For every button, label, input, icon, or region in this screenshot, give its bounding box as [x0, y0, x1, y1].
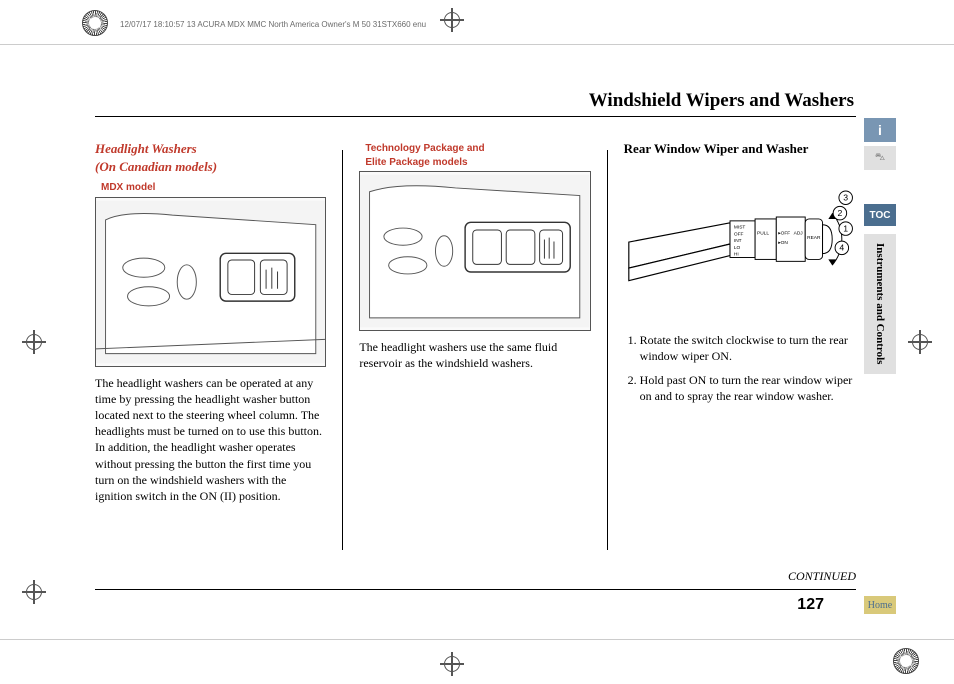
label-off2: ▸OFF — [778, 230, 790, 236]
col3-steps: Rotate the switch clockwise to turn the … — [624, 332, 855, 405]
figure-rear-wiper-stalk: MIST OFF INT LO HI PULL ▸OFF ▸ON ADJ REA… — [624, 164, 855, 324]
callout-4: 4 — [839, 242, 844, 252]
col2-figure-label: Technology Package and Elite Package mod… — [365, 142, 590, 169]
crop-line — [0, 639, 954, 640]
label-on: ▸ON — [778, 240, 788, 246]
column-separator — [342, 150, 343, 550]
col3-step-1: Rotate the switch clockwise to turn the … — [640, 332, 855, 364]
info-icon: i — [878, 122, 882, 138]
content-columns: Headlight Washers (On Canadian models) M… — [95, 140, 855, 560]
continued-label: CONTINUED — [788, 569, 856, 584]
col3-step-2: Hold past ON to turn the rear window wip… — [640, 372, 855, 404]
tab-section[interactable]: Instruments and Controls — [864, 234, 896, 374]
crop-line — [0, 44, 954, 45]
crosshair-mark — [440, 652, 464, 676]
label-mist: MIST — [734, 224, 746, 230]
tab-home[interactable]: Home — [864, 596, 896, 614]
tab-info[interactable]: i — [864, 118, 896, 142]
page-title: Windshield Wipers and Washers — [589, 90, 854, 112]
tab-car[interactable]: ⛍ — [864, 146, 896, 170]
crosshair-mark — [440, 8, 464, 32]
col2-body: The headlight washers use the same fluid… — [359, 339, 590, 371]
figure-mdx-switch — [95, 197, 326, 367]
toc-label: TOC — [870, 210, 891, 221]
label-hi: HI — [734, 251, 739, 257]
label-adj: ADJ — [793, 230, 803, 236]
label-rear: REAR — [807, 235, 821, 241]
registration-mark — [893, 648, 919, 674]
callout-2: 2 — [837, 208, 842, 218]
section-label: Instruments and Controls — [874, 243, 886, 364]
label-lo: LO — [734, 244, 741, 250]
column-separator — [607, 150, 608, 550]
car-icon: ⛍ — [875, 152, 885, 165]
figure-tech-switch — [359, 171, 590, 331]
label-off: OFF — [734, 231, 744, 237]
column-3: Rear Window Wiper and Washer MIST OFF IN… — [624, 140, 855, 560]
column-2: Technology Package and Elite Package mod… — [359, 140, 590, 560]
crosshair-mark — [22, 580, 46, 604]
col3-heading: Rear Window Wiper and Washer — [624, 140, 855, 158]
side-tabs: i ⛍ TOC Instruments and Controls — [864, 118, 896, 374]
col1-heading: Headlight Washers (On Canadian models) — [95, 140, 326, 175]
registration-mark — [82, 10, 108, 36]
page-number: 127 — [797, 596, 824, 614]
crosshair-mark — [908, 330, 932, 354]
col1-figure-label: MDX model — [101, 181, 326, 195]
label-pull: PULL — [757, 230, 769, 236]
label-int: INT — [734, 238, 742, 244]
print-header: 12/07/17 18:10:57 13 ACURA MDX MMC North… — [120, 20, 426, 29]
tab-toc[interactable]: TOC — [864, 204, 896, 226]
callout-1: 1 — [843, 223, 848, 233]
callout-3: 3 — [843, 192, 848, 202]
home-label: Home — [868, 600, 892, 611]
title-rule — [95, 116, 856, 117]
footer-rule — [95, 589, 856, 590]
col1-body: The headlight washers can be operated at… — [95, 375, 326, 505]
column-1: Headlight Washers (On Canadian models) M… — [95, 140, 326, 560]
crosshair-mark — [22, 330, 46, 354]
